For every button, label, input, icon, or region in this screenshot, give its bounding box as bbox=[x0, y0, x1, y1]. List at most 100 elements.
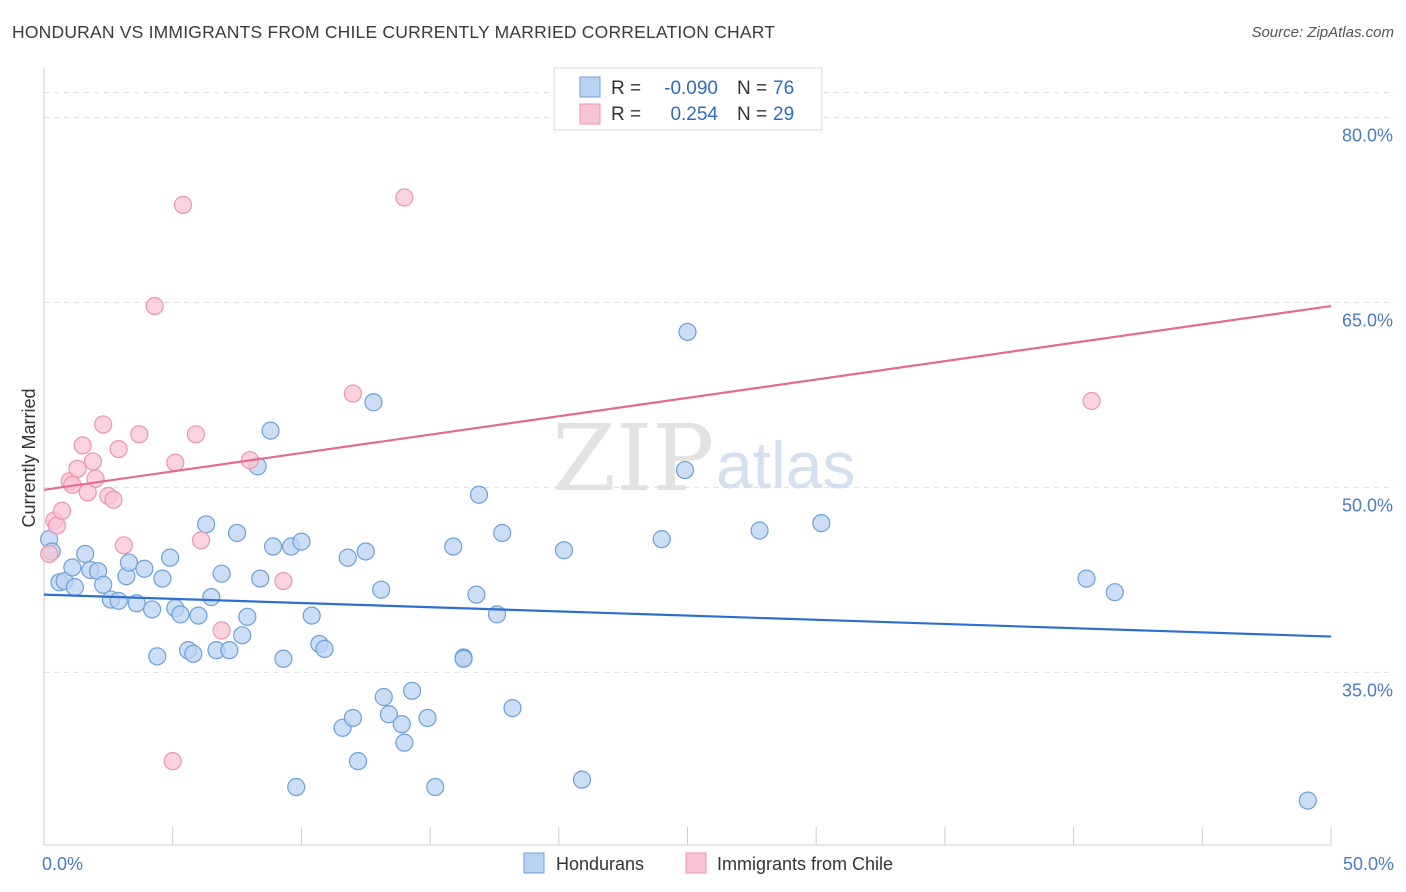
point-hondurans-31 bbox=[233, 626, 252, 645]
data-points bbox=[40, 188, 1317, 810]
x-tick-marks bbox=[43, 827, 1332, 845]
y-tick-labels: 35.0% 50.0% 65.0% 80.0% bbox=[1342, 125, 1393, 700]
series-legend-swatch-chile bbox=[685, 852, 707, 874]
point-hondurans-32 bbox=[238, 607, 257, 626]
watermark-atlas: atlas bbox=[716, 428, 855, 502]
point-chile-26 bbox=[343, 384, 362, 403]
y-tick-label-2: 65.0% bbox=[1342, 310, 1393, 330]
point-hondurans-34 bbox=[251, 569, 270, 588]
point-chile-6 bbox=[68, 459, 87, 478]
y-tick-label-0: 35.0% bbox=[1342, 680, 1393, 700]
point-hondurans-25 bbox=[197, 515, 216, 534]
point-chile-20 bbox=[173, 195, 193, 214]
point-hondurans-45 bbox=[338, 548, 357, 567]
point-hondurans-24 bbox=[189, 606, 208, 625]
point-hondurans-66 bbox=[554, 541, 574, 560]
point-chile-9 bbox=[83, 452, 103, 471]
y-tick-label-3: 80.0% bbox=[1342, 125, 1393, 145]
legend-r-label-hondurans: R = bbox=[611, 78, 641, 99]
point-hondurans-48 bbox=[356, 542, 375, 561]
stats-legend: R = -0.090 N = 76 R = 0.254 N = 29 bbox=[553, 67, 823, 131]
point-hondurans-62 bbox=[469, 485, 489, 504]
point-hondurans-41 bbox=[302, 606, 321, 625]
point-chile-23 bbox=[212, 621, 231, 640]
point-hondurans-37 bbox=[274, 649, 293, 668]
legend-n-label-chile: N = bbox=[737, 104, 767, 125]
point-hondurans-71 bbox=[750, 521, 769, 540]
series-legend-label-chile: Immigrants from Chile bbox=[717, 854, 893, 874]
point-hondurans-4 bbox=[63, 558, 82, 577]
legend-swatch-chile bbox=[579, 103, 601, 125]
point-hondurans-9 bbox=[94, 575, 113, 594]
chart-source: Source: ZipAtlas.com bbox=[1251, 24, 1394, 41]
point-hondurans-74 bbox=[1105, 583, 1124, 602]
point-hondurans-16 bbox=[143, 600, 162, 619]
point-hondurans-52 bbox=[379, 705, 399, 724]
legend-r-value-hondurans: -0.090 bbox=[664, 78, 718, 99]
trend-line-hondurans bbox=[43, 593, 1332, 638]
y-axis-label: Currently Married bbox=[19, 388, 39, 527]
point-hondurans-55 bbox=[402, 681, 422, 700]
series-legend-swatch-hondurans bbox=[523, 852, 545, 874]
series-legend: Hondurans Immigrants from Chile bbox=[523, 852, 893, 874]
point-hondurans-28 bbox=[212, 564, 231, 583]
point-chile-16 bbox=[130, 425, 149, 444]
point-hondurans-73 bbox=[1077, 569, 1096, 588]
point-hondurans-36 bbox=[263, 537, 283, 556]
legend-n-value-chile: 29 bbox=[773, 104, 794, 125]
series-legend-label-hondurans: Hondurans bbox=[556, 854, 644, 874]
legend-r-label-chile: R = bbox=[611, 104, 641, 125]
point-hondurans-5 bbox=[65, 578, 84, 597]
point-hondurans-50 bbox=[372, 580, 391, 599]
point-hondurans-57 bbox=[426, 777, 445, 797]
point-hondurans-46 bbox=[343, 708, 362, 728]
point-chile-27 bbox=[395, 188, 414, 207]
point-hondurans-43 bbox=[315, 639, 334, 659]
point-chile-3 bbox=[52, 501, 72, 520]
x-tick-label-max: 50.0% bbox=[1343, 854, 1394, 874]
grid-lines bbox=[44, 92, 1395, 673]
legend-swatch-hondurans bbox=[579, 76, 601, 98]
trend-line-chile bbox=[43, 304, 1332, 491]
point-hondurans-21 bbox=[171, 605, 190, 624]
point-hondurans-68 bbox=[652, 530, 671, 549]
point-hondurans-61 bbox=[467, 585, 486, 604]
point-chile-10 bbox=[86, 469, 105, 488]
point-hondurans-70 bbox=[678, 322, 697, 342]
point-chile-21 bbox=[186, 425, 205, 444]
point-chile-19 bbox=[166, 453, 185, 472]
point-chile-18 bbox=[163, 752, 182, 771]
point-hondurans-47 bbox=[348, 752, 368, 771]
point-hondurans-64 bbox=[493, 523, 512, 543]
point-hondurans-56 bbox=[418, 708, 437, 728]
point-hondurans-67 bbox=[572, 770, 592, 789]
point-hondurans-14 bbox=[127, 594, 146, 613]
watermark-zip: ZIP bbox=[552, 405, 714, 512]
point-chile-14 bbox=[109, 440, 128, 459]
point-hondurans-54 bbox=[395, 733, 414, 752]
y-tick-label-1: 50.0% bbox=[1342, 495, 1393, 515]
point-hondurans-13 bbox=[119, 553, 139, 572]
point-hondurans-49 bbox=[364, 393, 383, 412]
point-hondurans-69 bbox=[675, 460, 695, 480]
point-hondurans-51 bbox=[374, 687, 393, 707]
point-chile-0 bbox=[40, 544, 59, 564]
point-hondurans-75 bbox=[1298, 791, 1317, 810]
point-chile-7 bbox=[73, 436, 92, 455]
point-hondurans-15 bbox=[135, 559, 154, 578]
point-hondurans-60 bbox=[454, 649, 473, 668]
point-hondurans-18 bbox=[153, 569, 172, 588]
x-tick-label-min: 0.0% bbox=[42, 854, 83, 874]
point-hondurans-53 bbox=[392, 715, 411, 734]
point-chile-25 bbox=[274, 571, 293, 591]
point-hondurans-65 bbox=[503, 698, 522, 718]
point-hondurans-35 bbox=[261, 421, 280, 440]
point-hondurans-58 bbox=[444, 537, 463, 556]
point-chile-22 bbox=[191, 531, 211, 550]
legend-n-value-hondurans: 76 bbox=[773, 78, 794, 99]
legend-r-value-chile: 0.254 bbox=[670, 104, 718, 125]
point-chile-17 bbox=[145, 296, 164, 316]
point-hondurans-72 bbox=[812, 513, 831, 533]
chart-title: HONDURAN VS IMMIGRANTS FROM CHILE CURREN… bbox=[12, 22, 776, 42]
